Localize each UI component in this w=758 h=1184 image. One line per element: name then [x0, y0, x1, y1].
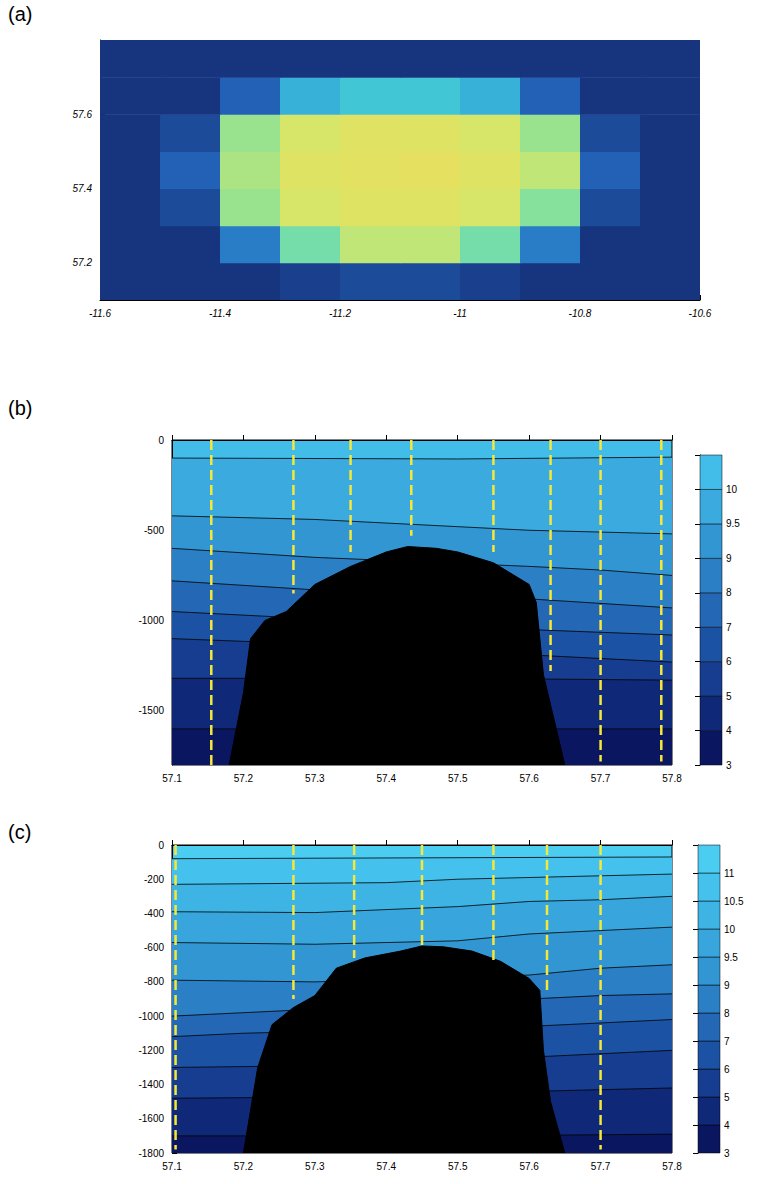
- svg-text:-600: -600: [144, 942, 164, 953]
- svg-text:-10.8: -10.8: [569, 308, 592, 319]
- svg-text:4: 4: [726, 725, 732, 736]
- svg-text:-800: -800: [144, 976, 164, 987]
- svg-text:57.4: 57.4: [73, 183, 93, 194]
- svg-text:8: 8: [726, 587, 732, 598]
- svg-text:57.4: 57.4: [377, 1161, 397, 1172]
- svg-text:5: 5: [726, 691, 732, 702]
- svg-text:57.2: 57.2: [234, 773, 254, 784]
- svg-text:-500: -500: [144, 525, 164, 536]
- svg-text:57.8: 57.8: [662, 1161, 682, 1172]
- svg-text:7: 7: [724, 1036, 730, 1047]
- svg-text:-400: -400: [144, 908, 164, 919]
- svg-text:5: 5: [724, 1092, 730, 1103]
- svg-text:57.5: 57.5: [448, 1161, 468, 1172]
- svg-text:57.6: 57.6: [73, 109, 93, 120]
- svg-text:57.3: 57.3: [305, 1161, 325, 1172]
- svg-text:-1800: -1800: [138, 1148, 164, 1159]
- svg-text:-11.4: -11.4: [209, 308, 231, 319]
- svg-text:9.5: 9.5: [724, 952, 738, 963]
- svg-text:(a): (a): [8, 3, 32, 25]
- svg-text:7: 7: [726, 622, 732, 633]
- svg-text:57.1: 57.1: [162, 773, 182, 784]
- svg-text:11: 11: [724, 868, 735, 879]
- svg-text:0: 0: [158, 435, 164, 446]
- svg-text:8: 8: [724, 1008, 730, 1019]
- svg-text:-200: -200: [144, 874, 164, 885]
- svg-text:-1600: -1600: [138, 1113, 164, 1124]
- svg-text:57.8: 57.8: [662, 773, 682, 784]
- svg-text:-11.6: -11.6: [89, 308, 111, 319]
- svg-text:57.5: 57.5: [448, 773, 468, 784]
- svg-text:57.7: 57.7: [591, 773, 611, 784]
- svg-text:57.2: 57.2: [73, 257, 93, 268]
- svg-text:9.5: 9.5: [726, 518, 740, 529]
- svg-text:3: 3: [726, 760, 732, 771]
- svg-text:10: 10: [724, 924, 736, 935]
- svg-text:-1400: -1400: [138, 1079, 164, 1090]
- svg-text:-1500: -1500: [138, 705, 164, 716]
- svg-text:(b): (b): [8, 397, 32, 419]
- svg-text:-11.2: -11.2: [329, 308, 351, 319]
- svg-text:4: 4: [724, 1120, 730, 1131]
- svg-text:57.1: 57.1: [162, 1161, 182, 1172]
- svg-text:6: 6: [726, 656, 732, 667]
- svg-text:57.3: 57.3: [305, 773, 325, 784]
- svg-text:-11: -11: [453, 308, 467, 319]
- svg-text:0: 0: [158, 840, 164, 851]
- svg-text:-1200: -1200: [138, 1045, 164, 1056]
- svg-text:57.7: 57.7: [591, 1161, 611, 1172]
- svg-text:3: 3: [724, 1148, 730, 1159]
- svg-text:(c): (c): [8, 821, 31, 843]
- svg-text:57.4: 57.4: [377, 773, 397, 784]
- svg-text:-1000: -1000: [138, 615, 164, 626]
- svg-text:-10.6: -10.6: [689, 308, 712, 319]
- svg-text:9: 9: [724, 980, 730, 991]
- svg-text:9: 9: [726, 553, 732, 564]
- svg-text:57.6: 57.6: [519, 1161, 539, 1172]
- svg-text:10: 10: [726, 484, 738, 495]
- svg-text:57.6: 57.6: [519, 773, 539, 784]
- svg-text:6: 6: [724, 1064, 730, 1075]
- svg-text:-1000: -1000: [138, 1011, 164, 1022]
- svg-text:10.5: 10.5: [724, 896, 744, 907]
- svg-text:57.2: 57.2: [234, 1161, 254, 1172]
